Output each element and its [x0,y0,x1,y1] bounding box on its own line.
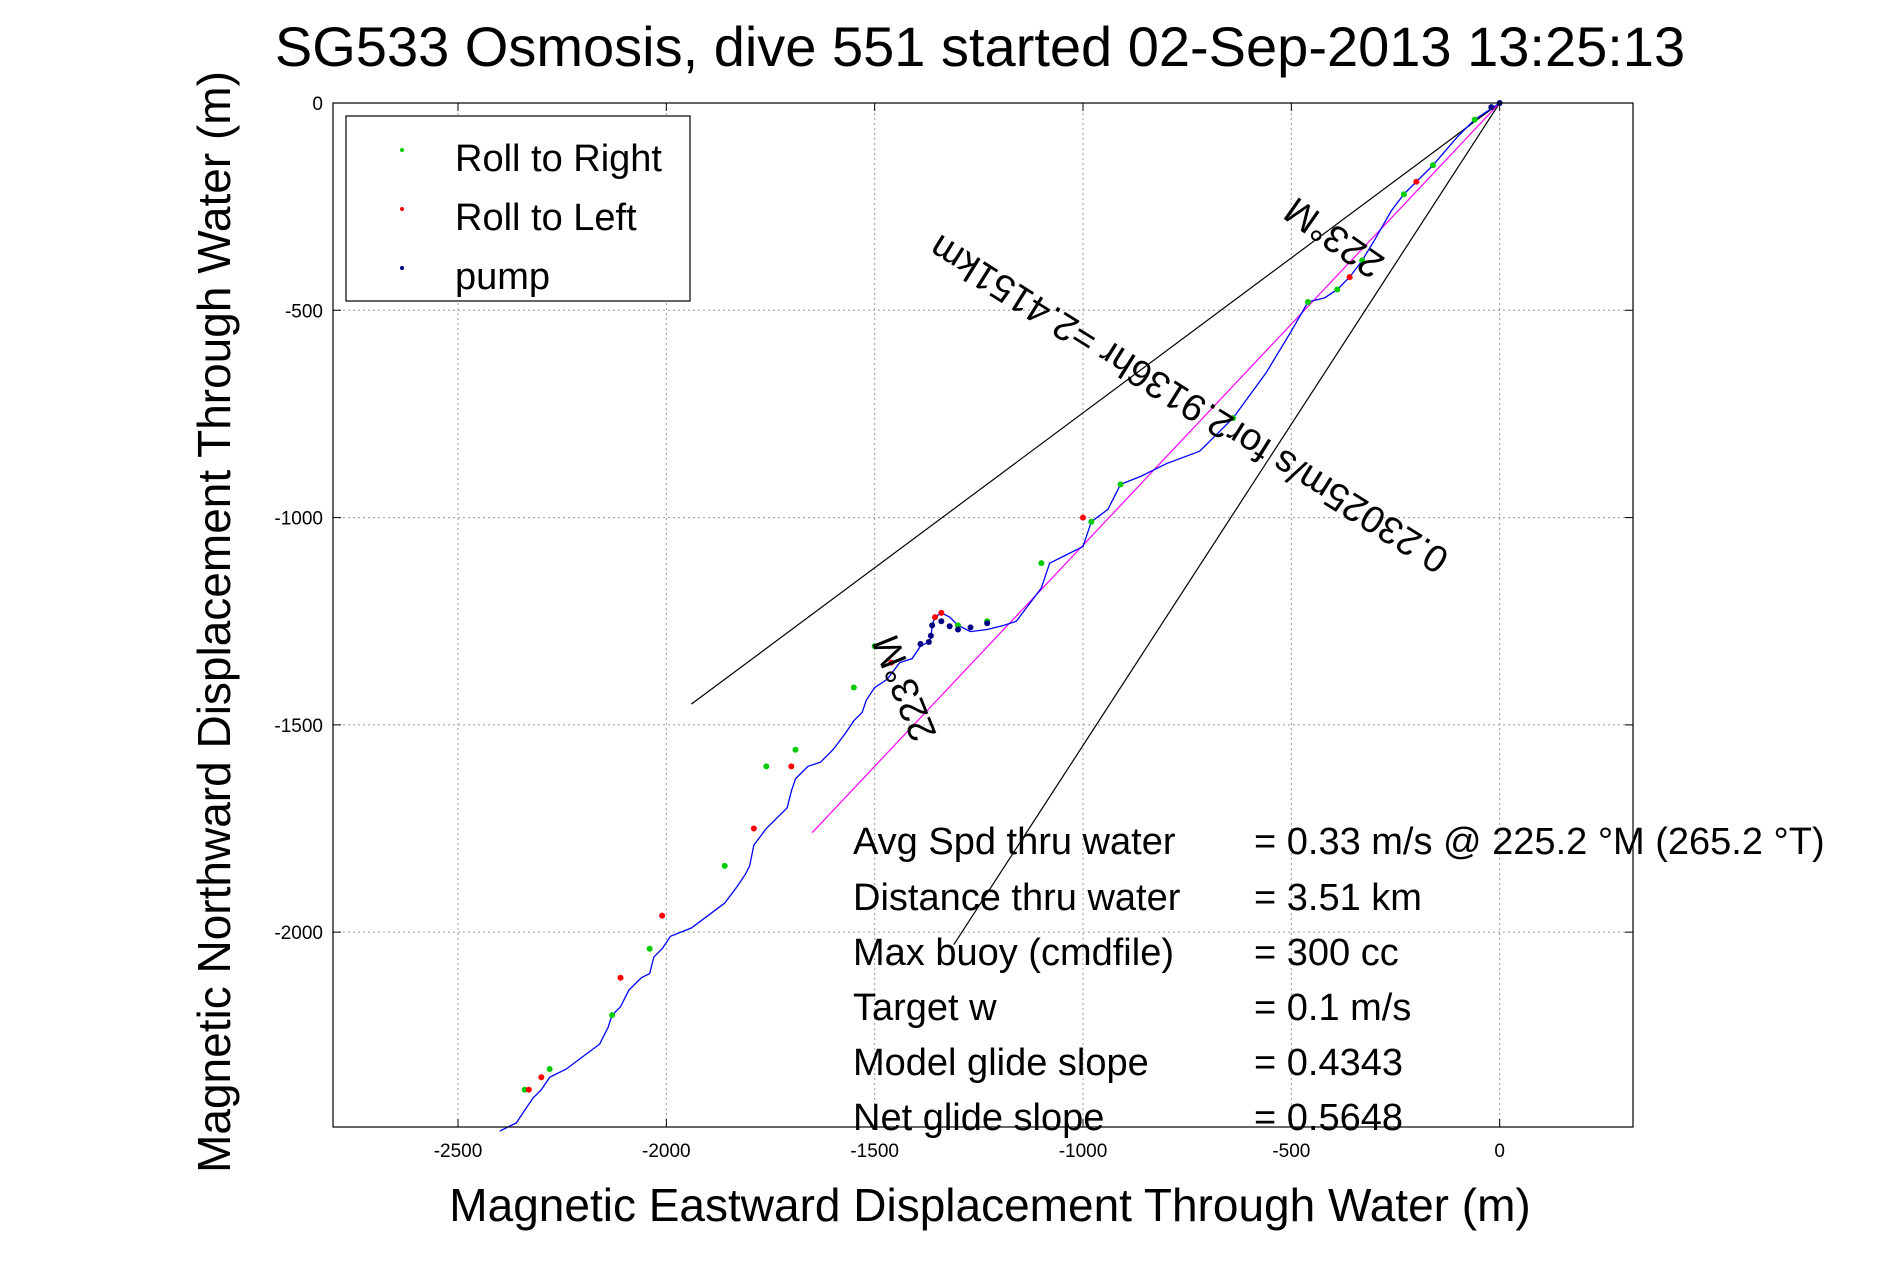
roll-right-point [1471,116,1478,123]
stat-value-model-glide: = 0.4343 [1254,1042,1403,1084]
legend: Roll to Right Roll to Left pump [345,115,691,302]
x-tick-label: -2500 [434,1141,483,1162]
roll-markers [521,100,1503,1093]
roll-right-point [1359,257,1366,264]
stat-label-max-buoy: Max buoy (cmdfile) [853,932,1174,974]
roll-right-point [521,1086,528,1093]
legend-marker-roll-left [400,207,404,211]
pump-point [929,622,936,629]
stat-value-net-glide: = 0.5648 [1254,1097,1403,1139]
stat-value-avg-speed: = 0.33 m/s @ 225.2 °M (265.2 °T) [1254,821,1825,863]
pump-point [925,638,932,645]
dive-track [499,102,1501,1132]
pump-point [917,641,924,648]
roll-left-point [932,614,939,621]
plot-frame [332,102,1634,1128]
heading-annotation-1: 223°M [1277,188,1391,286]
roll-left-point [1080,514,1086,521]
heading-annotation-3: 223°M [865,629,945,747]
stat-label-distance: Distance thru water [853,877,1181,919]
roll-left-point [750,825,757,832]
pump-point [984,620,991,627]
y-axis-label: Magnetic Northward Displacement Through … [188,71,240,1173]
roll-right-point [1230,415,1236,422]
roll-right-point [871,643,878,650]
roll-left-point [788,763,795,770]
heading-line-2 [953,102,1501,945]
roll-right-point [1305,298,1311,305]
heading-annotations: 223°M0.23025m/s for2.9136hr =2.4151km223… [865,188,1456,747]
legend-label-roll-left: Roll to Left [455,197,637,239]
roll-right-point [850,684,857,691]
pump-point [938,618,945,625]
pump-point [967,624,974,631]
y-tick-label: -1500 [274,716,323,737]
roll-right-point [646,945,653,952]
y-tick-label: -500 [285,301,323,322]
heading-line-1 [690,102,1501,705]
roll-right-point [1430,162,1436,169]
roll-right-point [1117,481,1124,488]
legend-marker-roll-right [400,148,404,152]
y-tick-label: 0 [312,94,323,115]
pump-point [1488,104,1495,111]
stat-label-avg-speed: Avg Spd thru water [853,821,1176,863]
roll-right-point [1088,518,1095,525]
legend-label-roll-right: Roll to Right [455,138,662,180]
x-tick-label: -1500 [850,1141,899,1162]
y-axis-ticks: 0 -500 -1000 -1500 -2000 [274,94,1633,944]
roll-left-point [617,974,624,981]
heading-annotation-2: 0.23025m/s for2.9136hr =2.4151km [922,226,1456,581]
pump-point [946,623,953,630]
roll-right-point [546,1065,553,1072]
legend-label-pump: pump [455,256,550,298]
pump-point [955,626,961,633]
roll-right-point [1334,286,1341,293]
roll-right-point [1400,191,1407,198]
roll-left-point [1413,178,1420,185]
stat-label-model-glide: Model glide slope [853,1042,1149,1084]
dive-track-line [499,102,1501,1132]
y-tick-label: -1000 [274,509,323,530]
roll-right-point [955,622,961,629]
roll-right-point [721,862,728,869]
stat-value-max-buoy: = 300 cc [1254,932,1399,974]
stat-value-distance: = 3.51 km [1254,877,1422,919]
stat-label-target-w: Target w [853,987,997,1029]
roll-left-point [888,659,895,666]
x-axis-label: Magnetic Eastward Displacement Through W… [449,1179,1530,1231]
roll-left-point [659,912,666,919]
roll-left-point [938,609,945,616]
roll-left-point [1346,274,1353,281]
roll-right-point [609,1012,616,1019]
chart-title: SG533 Osmosis, dive 551 started 02-Sep-2… [275,15,1685,78]
roll-right-point [792,746,799,753]
pump-point [927,632,934,639]
y-tick-label: -2000 [274,923,323,944]
roll-left-point [538,1074,545,1081]
roll-right-point [1038,560,1045,567]
x-tick-label: -2000 [642,1141,691,1162]
stats-block: Avg Spd thru water = 0.33 m/s @ 225.2 °M… [853,821,1825,1139]
x-axis-ticks: -2500 -2000 -1500 -1000 -500 0 [434,103,1505,1162]
roll-right-point [763,763,770,770]
heading-line-3 [811,102,1501,834]
x-tick-label: -1000 [1059,1141,1108,1162]
heading-lines [690,102,1501,945]
legend-marker-pump [400,266,404,270]
stat-label-net-glide: Net glide slope [853,1097,1104,1139]
x-tick-label: -500 [1272,1141,1310,1162]
roll-left-point [525,1086,532,1093]
x-tick-label: 0 [1494,1141,1505,1162]
stat-value-target-w: = 0.1 m/s [1254,987,1411,1029]
